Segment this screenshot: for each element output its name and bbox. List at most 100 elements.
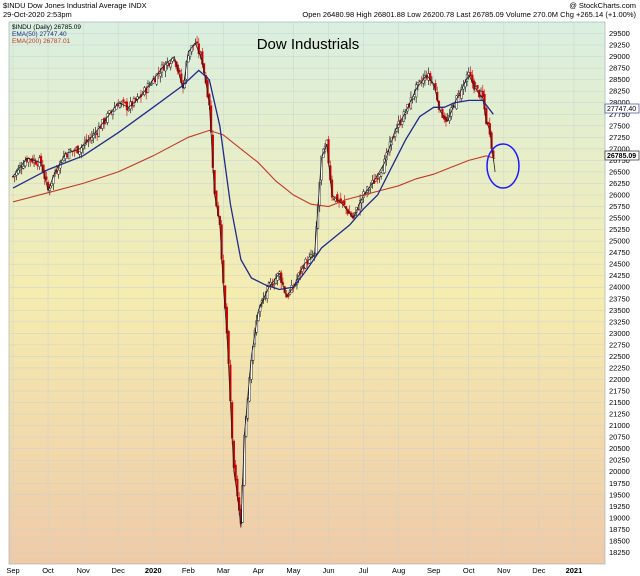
candle-body	[155, 73, 158, 85]
candle-body	[271, 283, 274, 287]
candle-body	[383, 158, 386, 173]
y-tick-label: 28750	[609, 64, 630, 73]
y-tick-label: 26250	[609, 179, 630, 188]
candle-body	[416, 81, 420, 86]
y-tick-label: 27750	[609, 110, 630, 119]
candle-body	[22, 165, 25, 169]
y-tick-label: 20500	[609, 444, 630, 453]
candle-body	[418, 80, 421, 82]
y-tick-label: 22500	[609, 352, 630, 361]
chart-title: Dow Industrials	[257, 36, 360, 53]
y-tick-label: 25250	[609, 225, 630, 234]
x-tick-label: Nov	[497, 566, 511, 575]
y-tick-label: 21500	[609, 398, 630, 407]
y-tick-label: 29500	[609, 29, 630, 38]
candle-body	[401, 121, 404, 125]
x-tick-label: Mar	[217, 566, 230, 575]
x-tick-label: Aug	[392, 566, 405, 575]
y-tick-label: 27000	[609, 144, 630, 153]
y-tick-label: 18250	[609, 548, 630, 557]
candle-body	[367, 189, 370, 191]
candle-body	[80, 147, 83, 153]
y-tick-label: 19500	[609, 490, 630, 499]
y-tick-label: 18500	[609, 536, 630, 545]
y-tick-label: 29250	[609, 41, 630, 50]
y-tick-label: 22250	[609, 363, 630, 372]
candle-body	[78, 151, 81, 155]
candle-body	[67, 149, 71, 160]
y-tick-label: 23250	[609, 317, 630, 326]
candle-body	[36, 164, 39, 166]
candle-body	[48, 188, 51, 191]
last-price-tag: 26785.09	[604, 150, 640, 161]
y-tick-label: 28500	[609, 75, 630, 84]
candle-body	[124, 101, 127, 104]
candle-body	[460, 87, 463, 99]
candle-body	[325, 139, 328, 145]
candle-body	[178, 70, 181, 73]
candle-body	[55, 170, 58, 173]
y-tick-label: 23750	[609, 294, 630, 303]
candle-body	[57, 169, 60, 175]
y-tick-label: 25750	[609, 202, 630, 211]
candle-body	[381, 170, 384, 174]
candle-body	[20, 167, 23, 169]
candle-body	[188, 50, 192, 58]
y-tick-label: 22000	[609, 375, 630, 384]
close-price-line	[12, 41, 496, 528]
candle-body	[380, 172, 383, 177]
candle-body	[453, 106, 456, 108]
candle-body	[302, 267, 306, 269]
x-tick-label: May	[286, 566, 300, 575]
candle-body	[111, 111, 115, 115]
candle-body	[169, 63, 172, 68]
y-tick-label: 23000	[609, 329, 630, 338]
candle-body	[490, 132, 493, 149]
candle-body	[336, 194, 339, 202]
y-tick-label: 21000	[609, 421, 630, 430]
candle-body	[267, 282, 271, 285]
candle-body	[117, 104, 120, 107]
y-tick-label: 24500	[609, 260, 630, 269]
candle-body	[481, 90, 484, 97]
x-tick-label: Sep	[427, 566, 440, 575]
y-tick-label: 23500	[609, 306, 630, 315]
candle-body	[66, 154, 69, 158]
x-tick-label: Apr	[253, 566, 265, 575]
candle-body	[90, 137, 93, 141]
y-tick-label: 25500	[609, 214, 630, 223]
candle-body	[280, 272, 283, 283]
candle-body	[150, 84, 153, 86]
candle-body	[122, 99, 125, 102]
y-tick-label: 26500	[609, 167, 630, 176]
y-tick-label: 19250	[609, 502, 630, 511]
candle-body	[195, 41, 199, 44]
candle-body	[164, 62, 167, 72]
candle-body	[378, 174, 381, 178]
candle-body	[394, 133, 397, 137]
y-tick-label: 26000	[609, 190, 630, 199]
x-tick-label: Nov	[76, 566, 90, 575]
candle-body	[104, 120, 108, 123]
x-tick-label: 2020	[145, 566, 162, 575]
ema50-price-tag: 27747.40	[604, 103, 640, 114]
x-tick-label: Jun	[322, 566, 334, 575]
candle-body	[120, 101, 123, 104]
y-tick-label: 20250	[609, 456, 630, 465]
y-axis-ticks: 18250 18500 18750 19000 19250 19500 19750 20000…	[609, 29, 630, 557]
candle-body	[127, 109, 130, 111]
candle-body	[234, 464, 237, 481]
candle-body	[309, 254, 313, 258]
y-tick-label: 27250	[609, 133, 630, 142]
datetime-label: 29-Oct-2020 2:53pm	[3, 10, 72, 19]
legend-price: $INDU (Daily) 26785.09	[12, 24, 81, 31]
y-tick-label: 28250	[609, 87, 630, 96]
ema50-price-label: 27747.40	[607, 106, 636, 113]
symbol-line: $INDU Dow Jones Industrial Average INDX	[3, 1, 147, 10]
candle-body	[273, 283, 276, 285]
y-tick-label: 19750	[609, 479, 630, 488]
y-tick-label: 27500	[609, 121, 630, 130]
candle-body	[115, 105, 118, 110]
ema50-line	[12, 69, 494, 291]
